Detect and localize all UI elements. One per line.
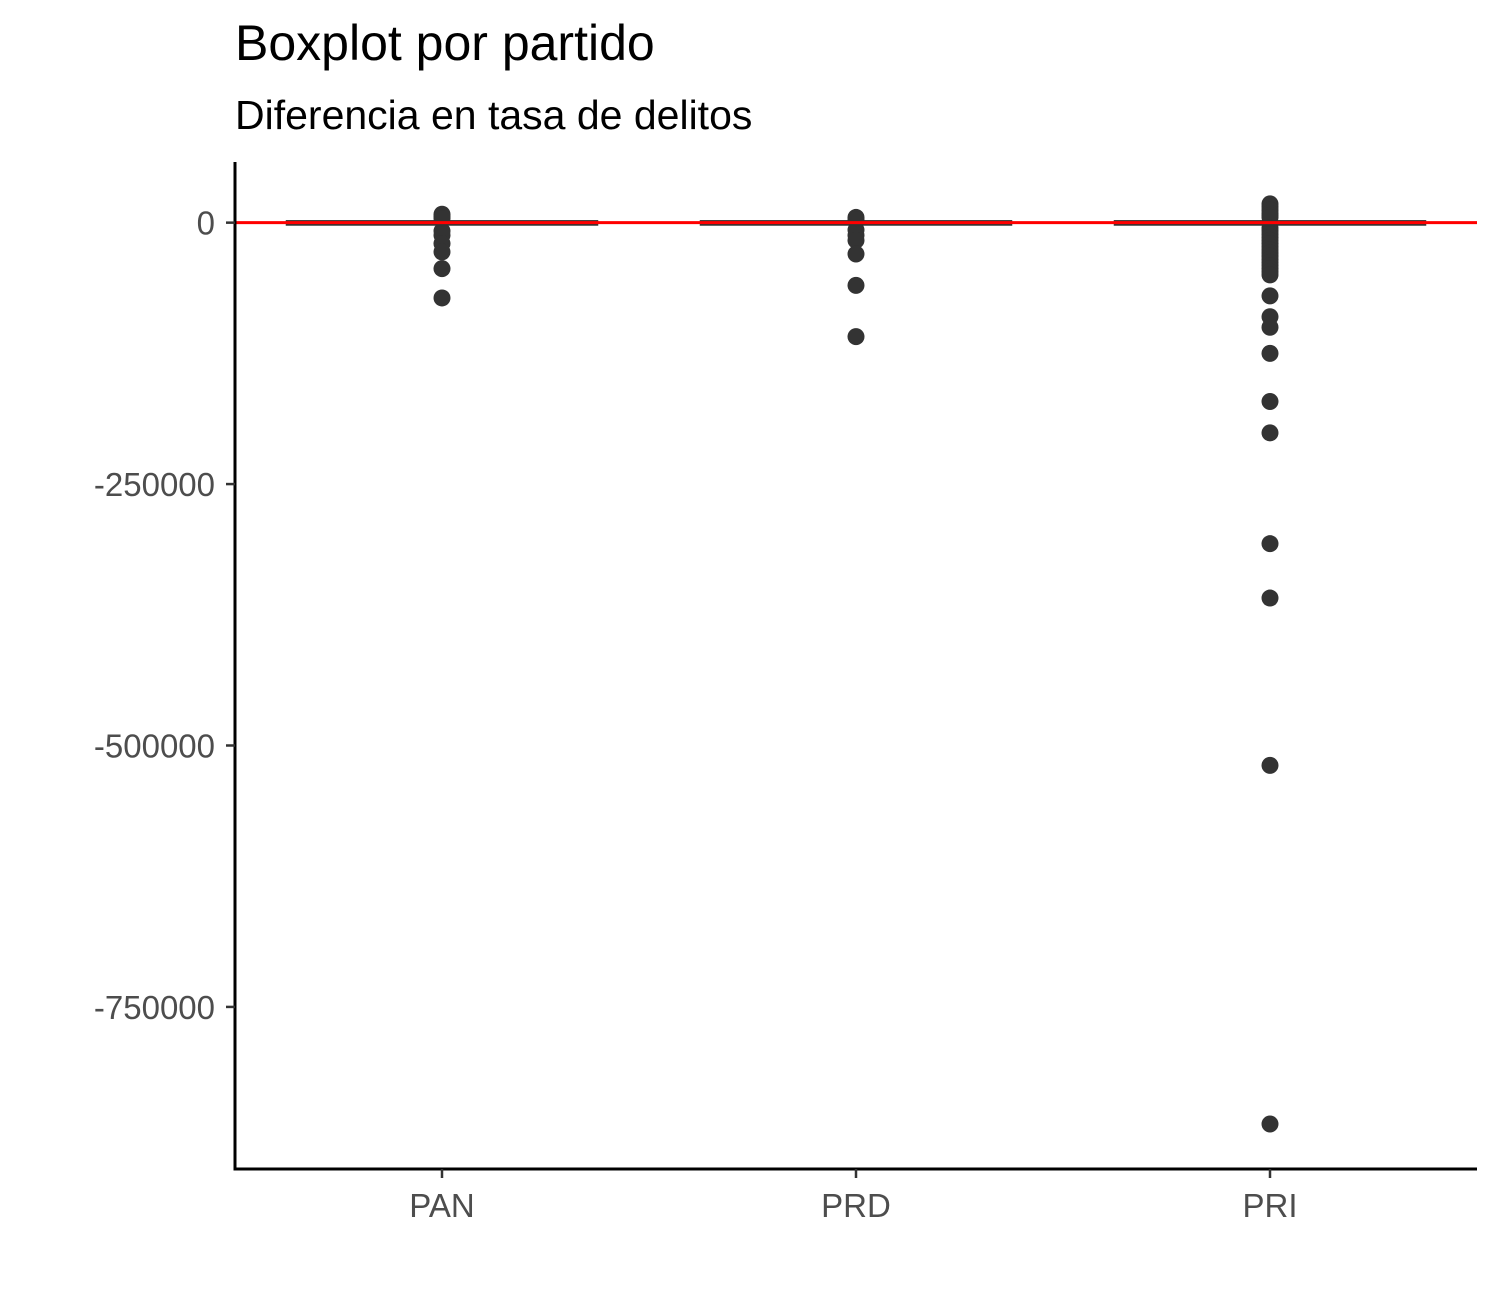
outlier-point [1261,318,1279,336]
outlier-point [847,245,865,263]
outlier-point [1261,535,1279,553]
outlier-point [433,289,451,307]
outliers-layer [433,195,1279,1133]
x-axis: PAN PRD PRI [409,1169,1298,1224]
chart-title: Boxplot por partido [235,15,655,71]
outlier-point [847,276,865,294]
x-tick-label: PAN [409,1187,474,1224]
outlier-point [1261,424,1279,442]
y-tick-label: -500000 [94,727,215,764]
outlier-point [847,231,865,249]
x-tick-label: PRD [821,1187,891,1224]
outlier-point [433,243,451,261]
y-axis: 0 -250000 -500000 -750000 [94,205,235,1026]
outlier-point [847,328,865,346]
outlier-point [1261,392,1279,410]
outlier-point [1261,266,1279,284]
y-tick-label: -750000 [94,989,215,1026]
outlier-point [1261,344,1279,362]
x-tick-label: PRI [1242,1187,1297,1224]
outlier-point [1261,589,1279,607]
y-tick-label: -250000 [94,466,215,503]
outlier-point [1261,287,1279,305]
outlier-point [1261,1115,1279,1133]
outlier-point [1261,756,1279,774]
y-tick-label: 0 [197,205,215,242]
chart-subtitle: Diferencia en tasa de delitos [235,92,753,138]
outlier-point [433,260,451,278]
